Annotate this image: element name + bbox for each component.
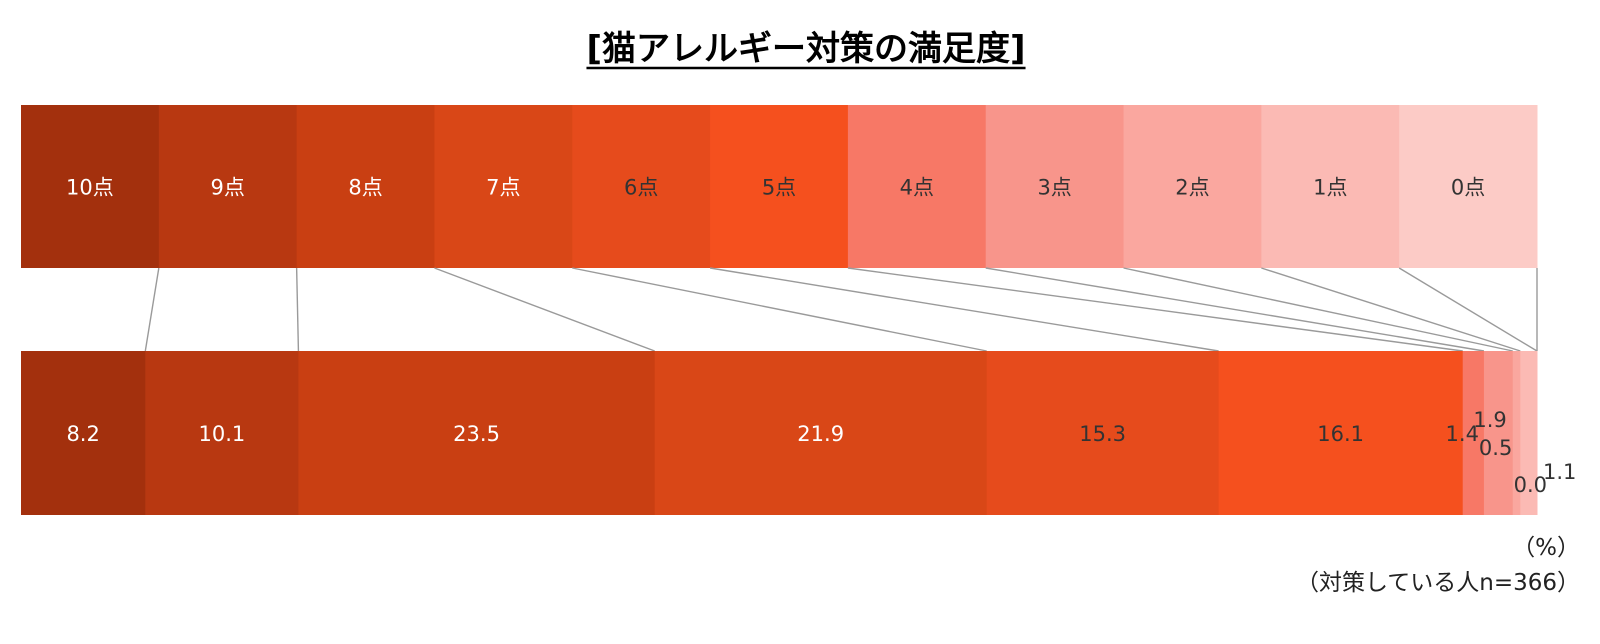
value-labels: 8.2 10.1 23.5 21.9 15.3 16.1 1.41.9 0.5 1.10.0 bbox=[66, 408, 1576, 497]
value-label: 10.1 bbox=[198, 422, 245, 446]
legend-cell-label: 1点 bbox=[1313, 176, 1347, 200]
unit-note: （%） bbox=[1512, 535, 1580, 561]
legend-cell-label: 5点 bbox=[762, 176, 796, 200]
bar-segment bbox=[298, 351, 656, 515]
legend-cell bbox=[434, 105, 573, 268]
bar-segment bbox=[1520, 351, 1538, 515]
connector-line bbox=[1261, 267, 1521, 352]
connector-line bbox=[144, 267, 160, 352]
legend-cell-label: 9点 bbox=[211, 176, 245, 200]
value-label: 16.1 bbox=[1317, 422, 1364, 446]
connector-lines bbox=[144, 267, 1538, 352]
legend-cell bbox=[710, 105, 849, 268]
legend-cell-label: 3点 bbox=[1037, 176, 1071, 200]
legend-cell-label: 7点 bbox=[486, 176, 520, 200]
chart-title: [猫アレルギー対策の満足度] bbox=[586, 29, 1025, 69]
legend-cell-label: 2点 bbox=[1175, 176, 1209, 200]
value-label: 8.2 bbox=[66, 422, 99, 446]
value-label: 15.3 bbox=[1079, 422, 1126, 446]
legend-cell bbox=[1123, 105, 1262, 268]
legend-cell-label: 0点 bbox=[1451, 176, 1485, 200]
value-label: 1.4 bbox=[1446, 422, 1479, 446]
bar-segment bbox=[1462, 351, 1485, 515]
connector-line bbox=[434, 267, 655, 352]
legend-cell bbox=[21, 105, 160, 268]
bar-segment bbox=[986, 351, 1220, 515]
bar-segment bbox=[21, 351, 146, 515]
bar-segment bbox=[1483, 351, 1514, 515]
connector-line bbox=[1398, 267, 1538, 352]
value-label: 23.5 bbox=[453, 422, 500, 446]
value-label: 0.5 bbox=[1479, 436, 1512, 460]
legend-cell bbox=[158, 105, 298, 268]
legend-band: 10点 9点 8点 7点 6点 5点 4点 3点 2点 1点 0点 bbox=[21, 105, 1538, 268]
bar-segment bbox=[145, 351, 299, 515]
legend-cell-label: 4点 bbox=[900, 176, 934, 200]
bar-segment bbox=[1512, 351, 1521, 515]
connector-line bbox=[847, 267, 1463, 352]
connector-line bbox=[1123, 267, 1513, 352]
legend-cell bbox=[572, 105, 711, 268]
legend-cell-label: 6点 bbox=[624, 176, 658, 200]
legend-cell-label: 10点 bbox=[66, 176, 114, 200]
value-label: 1.1 bbox=[1543, 460, 1576, 484]
connector-line bbox=[985, 267, 1485, 352]
legend-cell-label: 8点 bbox=[348, 176, 382, 200]
connector-line bbox=[572, 267, 987, 352]
value-label: 1.9 bbox=[1473, 408, 1506, 432]
bar-segment bbox=[1218, 351, 1464, 515]
value-label: 21.9 bbox=[797, 422, 844, 446]
legend-cell bbox=[1261, 105, 1400, 268]
connector-line bbox=[295, 267, 300, 352]
sample-note: （対策している人n=366） bbox=[1296, 570, 1580, 596]
value-label: 0.0 bbox=[1514, 473, 1547, 497]
legend-cell bbox=[985, 105, 1125, 268]
stacked-bar bbox=[21, 351, 1538, 515]
bar-segment bbox=[654, 351, 988, 515]
connector-line bbox=[709, 267, 1219, 352]
legend-cell bbox=[847, 105, 987, 268]
legend-cell bbox=[1399, 105, 1538, 268]
legend-cell bbox=[296, 105, 435, 268]
